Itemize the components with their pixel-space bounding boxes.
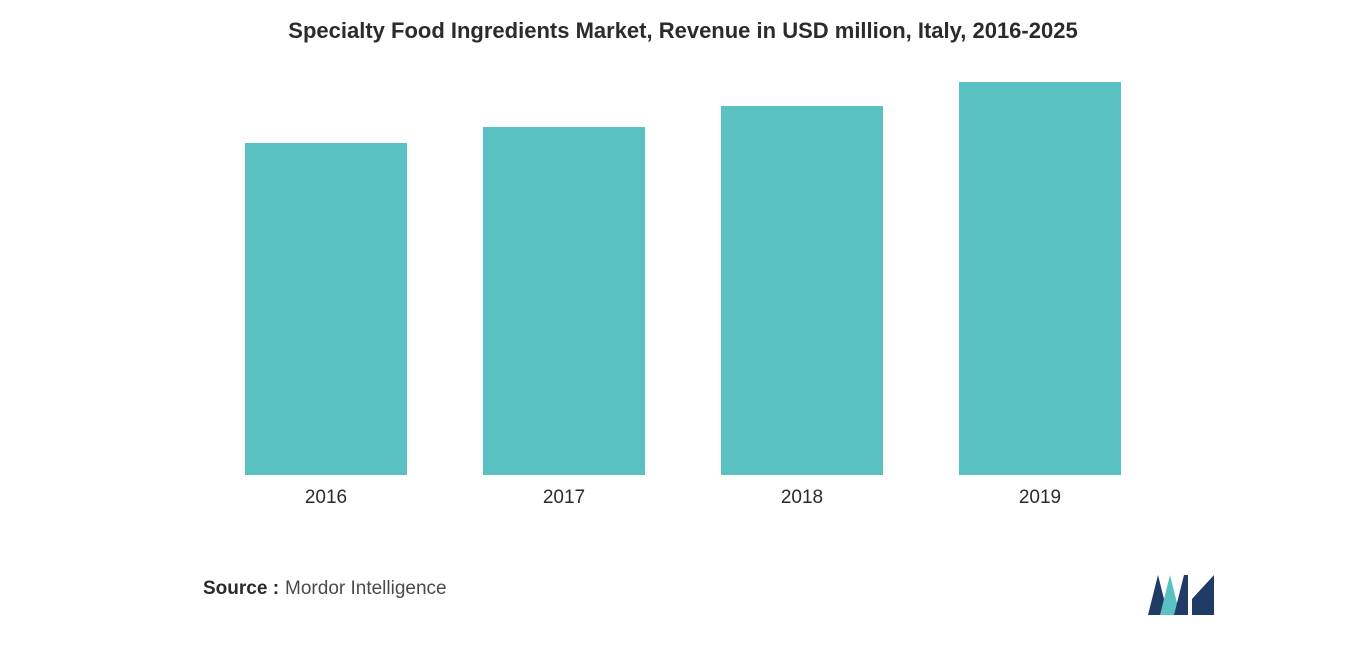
x-axis-label: 2016 — [305, 487, 347, 509]
x-axis-label: 2018 — [781, 487, 823, 509]
x-axis-label: 2019 — [1019, 487, 1061, 509]
bar-slot: 2018 — [721, 106, 883, 509]
bar — [721, 106, 883, 475]
bar — [245, 143, 407, 475]
bar-slot: 2017 — [483, 127, 645, 509]
bar-slot: 2016 — [245, 143, 407, 509]
plot-area: 2016 2017 2018 2019 — [0, 64, 1366, 509]
bar-slot: 2019 — [959, 82, 1121, 509]
source-footer: Source : Mordor Intelligence — [203, 578, 447, 600]
chart-title: Specialty Food Ingredients Market, Reven… — [0, 18, 1366, 44]
brand-logo — [1148, 575, 1214, 615]
brand-logo-icon — [1148, 575, 1214, 615]
bar — [483, 127, 645, 475]
source-label: Source : — [203, 578, 279, 600]
x-axis-label: 2017 — [543, 487, 585, 509]
bars-row: 2016 2017 2018 2019 — [0, 64, 1366, 509]
source-value: Mordor Intelligence — [285, 578, 447, 600]
bar — [959, 82, 1121, 475]
chart-container: { "chart": { "type": "bar", "title": "Sp… — [0, 0, 1366, 655]
